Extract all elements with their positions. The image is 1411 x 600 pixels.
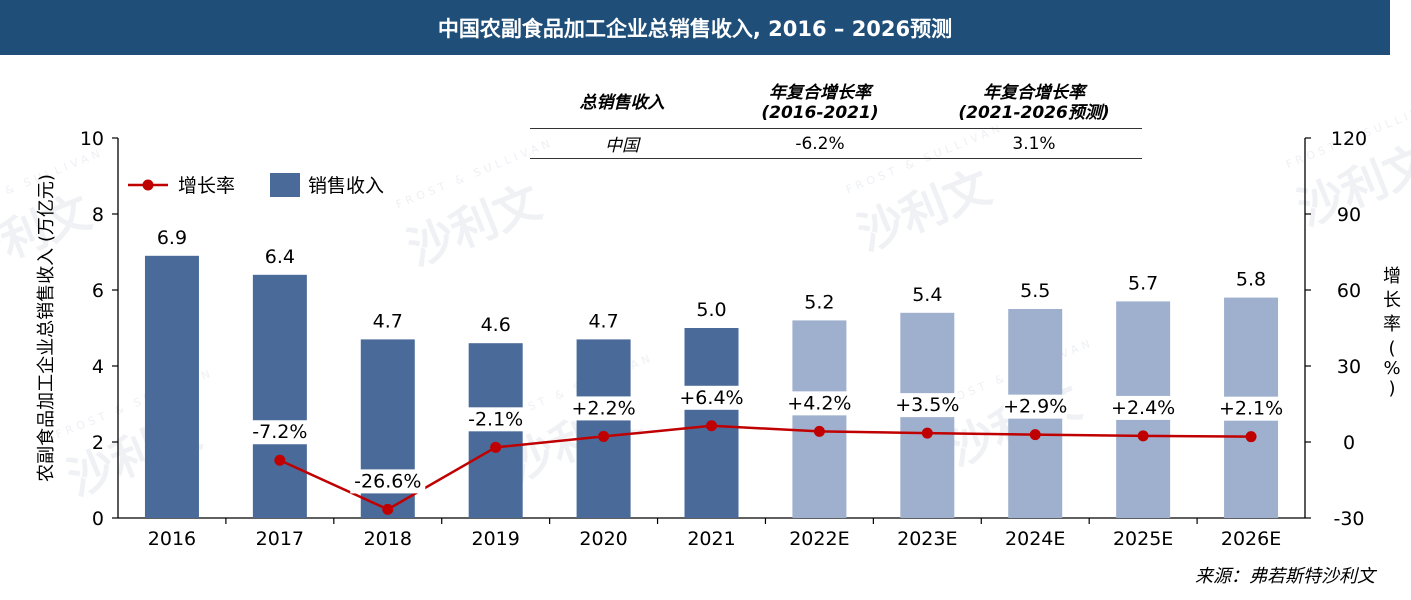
bar-value-label: 5.5 <box>1020 280 1050 302</box>
x-tick-label: 2019 <box>472 528 520 550</box>
legend-line-marker <box>142 179 154 191</box>
growth-value-label: +2.9% <box>1003 396 1067 418</box>
growth-label-bg <box>248 420 312 445</box>
x-tick-label: 2016 <box>148 528 196 550</box>
legend-label-growth: 增长率 <box>178 175 235 197</box>
chart-title: 中国农副食品加工企业总销售收入, 2016 – 2026预测 <box>437 16 953 41</box>
y2-tick-label: 120 <box>1331 128 1367 150</box>
y2-tick-label: 30 <box>1337 356 1361 378</box>
growth-rate-point <box>1137 430 1149 442</box>
x-tick-label: 2021 <box>687 528 735 550</box>
bar-value-label: 5.2 <box>804 291 834 313</box>
x-tick-label: 2023E <box>897 528 957 550</box>
x-tick-label: 2025E <box>1113 528 1173 550</box>
x-tick-label: 2018 <box>364 528 412 550</box>
growth-label-bg <box>787 391 852 416</box>
cagr-value-2016-2021: -6.2% <box>795 133 845 154</box>
growth-value-label: -2.1% <box>468 408 523 430</box>
bar-value-label: 4.7 <box>588 310 618 332</box>
legend-bar-swatch <box>270 173 300 197</box>
bar-value-label: 4.6 <box>481 314 511 336</box>
y2-axis-title-char: ) <box>1388 378 1395 399</box>
growth-label-bg <box>571 396 636 421</box>
growth-rate-point <box>813 425 825 437</box>
bar-value-label: 4.7 <box>373 310 403 332</box>
y2-axis-title-char: 长 <box>1383 290 1401 311</box>
growth-rate-point <box>1029 429 1041 441</box>
growth-rate-point <box>1245 431 1257 443</box>
bar-value-label: 6.9 <box>157 227 187 249</box>
y-tick-label: 6 <box>92 280 104 302</box>
cagr-header-revenue: 总销售收入 <box>530 93 714 113</box>
growth-value-label: +4.2% <box>787 392 851 414</box>
bar-sales-revenue <box>252 274 307 518</box>
growth-rate-point <box>274 454 286 466</box>
y2-axis-title-char: ( <box>1388 338 1395 359</box>
cagr-header-2021-2026: 年复合增长率 (2021-2026预测) <box>926 83 1142 123</box>
bar-sales-revenue <box>144 255 199 519</box>
cagr-table-header: 总销售收入 年复合增长率 (2016-2021) 年复合增长率 (2021-20… <box>530 78 1142 129</box>
cagr-table: 总销售收入 年复合增长率 (2016-2021) 年复合增长率 (2021-20… <box>530 78 1142 159</box>
bar-value-label: 5.0 <box>696 299 726 321</box>
y-axis-title: 农副食品加工企业总销售收入 (万亿元) <box>36 174 57 482</box>
y2-tick-label: 0 <box>1343 432 1355 454</box>
growth-rate-line <box>279 424 1252 511</box>
bar-value-label: 5.7 <box>1128 272 1158 294</box>
y-tick-label: 8 <box>92 204 104 226</box>
bar-sales-revenue <box>792 320 847 518</box>
y2-tick-label: -30 <box>1333 508 1364 530</box>
growth-value-label: -7.2% <box>252 421 307 443</box>
growth-rate-point <box>921 427 933 439</box>
growth-label-bg <box>1111 395 1175 420</box>
cagr-header-2016-2021: 年复合增长率 (2016-2021) <box>714 83 926 123</box>
cagr-header-line: 年复合增长率 <box>769 83 871 103</box>
cagr-region: 中国 <box>605 136 639 156</box>
cagr-header-line: 年复合增长率 <box>983 83 1085 103</box>
cagr-header-line: 总销售收入 <box>579 93 665 113</box>
y2-axis-title: 增长率 (%) <box>1383 266 1401 399</box>
growth-rate-point <box>598 430 610 442</box>
bar-value-label: 5.4 <box>912 284 942 306</box>
growth-label-bg <box>1003 394 1067 419</box>
cagr-table-row: 中国 -6.2% 3.1% <box>530 129 1142 159</box>
x-tick-label: 2017 <box>256 528 304 550</box>
growth-label-bg <box>463 407 528 432</box>
y2-axis-title-char: 率 <box>1383 314 1401 335</box>
x-tick-label: 2026E <box>1221 528 1281 550</box>
growth-value-label: +2.4% <box>1111 397 1175 419</box>
bar-value-label: 6.4 <box>265 246 295 268</box>
growth-label-bg <box>350 469 426 494</box>
y2-axis-title-char: 增 <box>1383 266 1401 287</box>
y-tick-label: 0 <box>92 508 104 530</box>
bar-sales-revenue <box>576 339 631 518</box>
y-tick-label: 4 <box>92 356 104 378</box>
growth-value-label: +2.2% <box>571 397 635 419</box>
source-note: 来源：弗若斯特沙利文 <box>1195 566 1375 587</box>
bar-value-label: 5.8 <box>1236 269 1266 291</box>
growth-label-bg <box>679 385 744 410</box>
growth-value-label: +6.4% <box>679 387 743 409</box>
chart-title-banner: 中国农副食品加工企业总销售收入, 2016 – 2026预测 <box>0 0 1390 55</box>
cagr-value-2021-2026: 3.1% <box>1012 133 1056 154</box>
y-tick-label: 10 <box>80 128 104 150</box>
growth-rate-point <box>490 441 502 453</box>
growth-value-label: +2.1% <box>1219 398 1283 420</box>
growth-value-label: +3.5% <box>895 394 959 416</box>
y2-tick-label: 60 <box>1337 280 1361 302</box>
y-tick-label: 2 <box>92 432 104 454</box>
legend-label-revenue: 销售收入 <box>308 175 384 197</box>
x-tick-label: 2022E <box>789 528 849 550</box>
growth-label-bg <box>1219 396 1283 421</box>
y2-axis-title-char: % <box>1383 358 1400 379</box>
growth-rate-point <box>382 503 394 515</box>
cagr-header-line: (2016-2021) <box>761 103 879 123</box>
x-tick-label: 2024E <box>1005 528 1065 550</box>
cagr-header-line: (2021-2026预测) <box>958 103 1110 123</box>
growth-label-bg <box>895 393 960 418</box>
growth-value-label: -26.6% <box>354 470 421 492</box>
x-tick-label: 2020 <box>579 528 627 550</box>
growth-rate-point <box>706 420 717 432</box>
y2-tick-label: 90 <box>1337 204 1361 226</box>
